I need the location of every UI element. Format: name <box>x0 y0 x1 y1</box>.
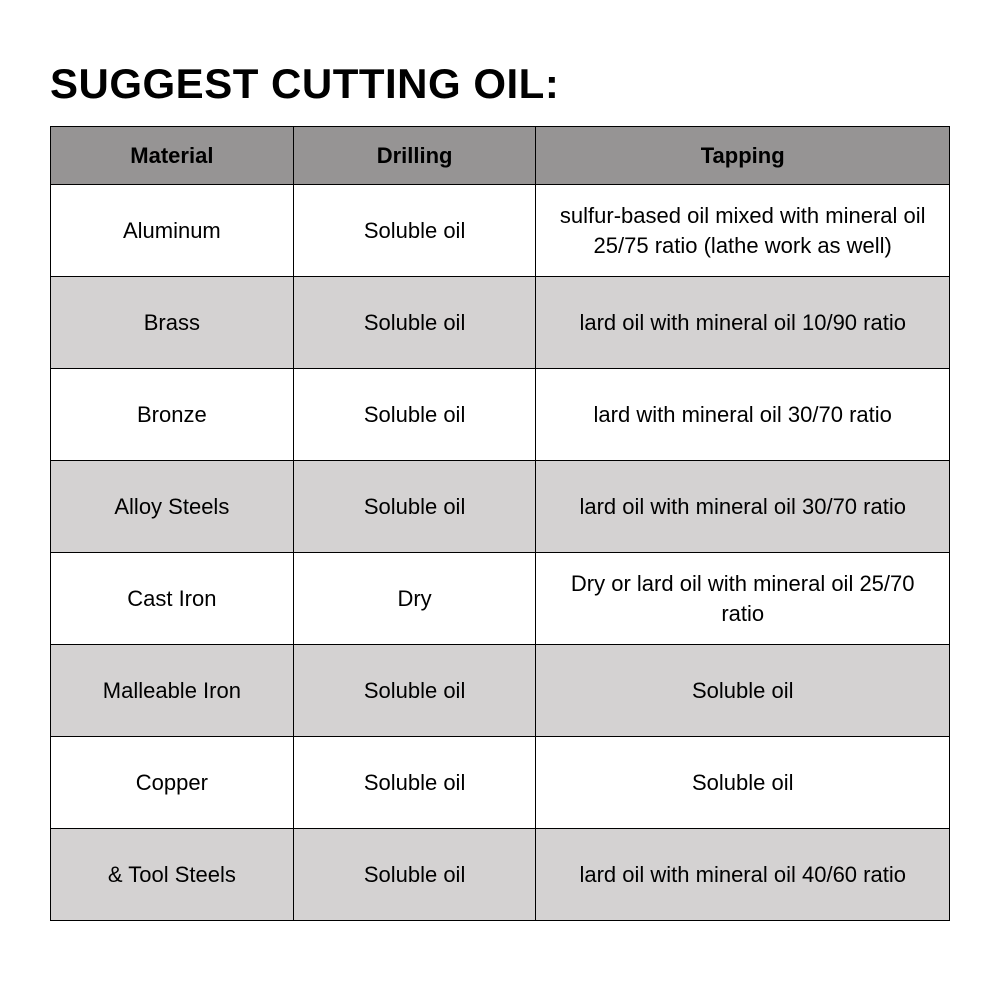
table-row: Malleable IronSoluble oilSoluble oil <box>51 645 950 737</box>
col-header-tapping: Tapping <box>536 127 950 185</box>
cell-material: Copper <box>51 737 294 829</box>
cell-drilling: Soluble oil <box>293 645 536 737</box>
table-row: BronzeSoluble oillard with mineral oil 3… <box>51 369 950 461</box>
page: SUGGEST CUTTING OIL: Material Drilling T… <box>0 0 1000 961</box>
cell-drilling: Soluble oil <box>293 829 536 921</box>
cell-material: & Tool Steels <box>51 829 294 921</box>
table-row: Cast IronDryDry or lard oil with mineral… <box>51 553 950 645</box>
cell-drilling: Soluble oil <box>293 461 536 553</box>
cell-drilling: Soluble oil <box>293 277 536 369</box>
cell-tapping: Soluble oil <box>536 645 950 737</box>
cell-tapping: lard oil with mineral oil 30/70 ratio <box>536 461 950 553</box>
table-header-row: Material Drilling Tapping <box>51 127 950 185</box>
cell-material: Malleable Iron <box>51 645 294 737</box>
col-header-drilling: Drilling <box>293 127 536 185</box>
table-body: AluminumSoluble oilsulfur-based oil mixe… <box>51 185 950 921</box>
cell-drilling: Soluble oil <box>293 737 536 829</box>
cell-material: Bronze <box>51 369 294 461</box>
cell-tapping: Soluble oil <box>536 737 950 829</box>
page-title: SUGGEST CUTTING OIL: <box>50 60 950 108</box>
table-row: BrassSoluble oillard oil with mineral oi… <box>51 277 950 369</box>
table-row: AluminumSoluble oilsulfur-based oil mixe… <box>51 185 950 277</box>
cell-material: Aluminum <box>51 185 294 277</box>
cell-tapping: lard oil with mineral oil 10/90 ratio <box>536 277 950 369</box>
cell-drilling: Soluble oil <box>293 185 536 277</box>
table-row: Alloy SteelsSoluble oillard oil with min… <box>51 461 950 553</box>
cell-material: Cast Iron <box>51 553 294 645</box>
cell-drilling: Dry <box>293 553 536 645</box>
table-row: CopperSoluble oilSoluble oil <box>51 737 950 829</box>
cutting-oil-table: Material Drilling Tapping AluminumSolubl… <box>50 126 950 921</box>
cell-tapping: lard with mineral oil 30/70 ratio <box>536 369 950 461</box>
table-row: & Tool SteelsSoluble oillard oil with mi… <box>51 829 950 921</box>
cell-tapping: Dry or lard oil with mineral oil 25/70 r… <box>536 553 950 645</box>
cell-tapping: lard oil with mineral oil 40/60 ratio <box>536 829 950 921</box>
cell-material: Brass <box>51 277 294 369</box>
cell-drilling: Soluble oil <box>293 369 536 461</box>
col-header-material: Material <box>51 127 294 185</box>
cell-material: Alloy Steels <box>51 461 294 553</box>
cell-tapping: sulfur-based oil mixed with mineral oil … <box>536 185 950 277</box>
